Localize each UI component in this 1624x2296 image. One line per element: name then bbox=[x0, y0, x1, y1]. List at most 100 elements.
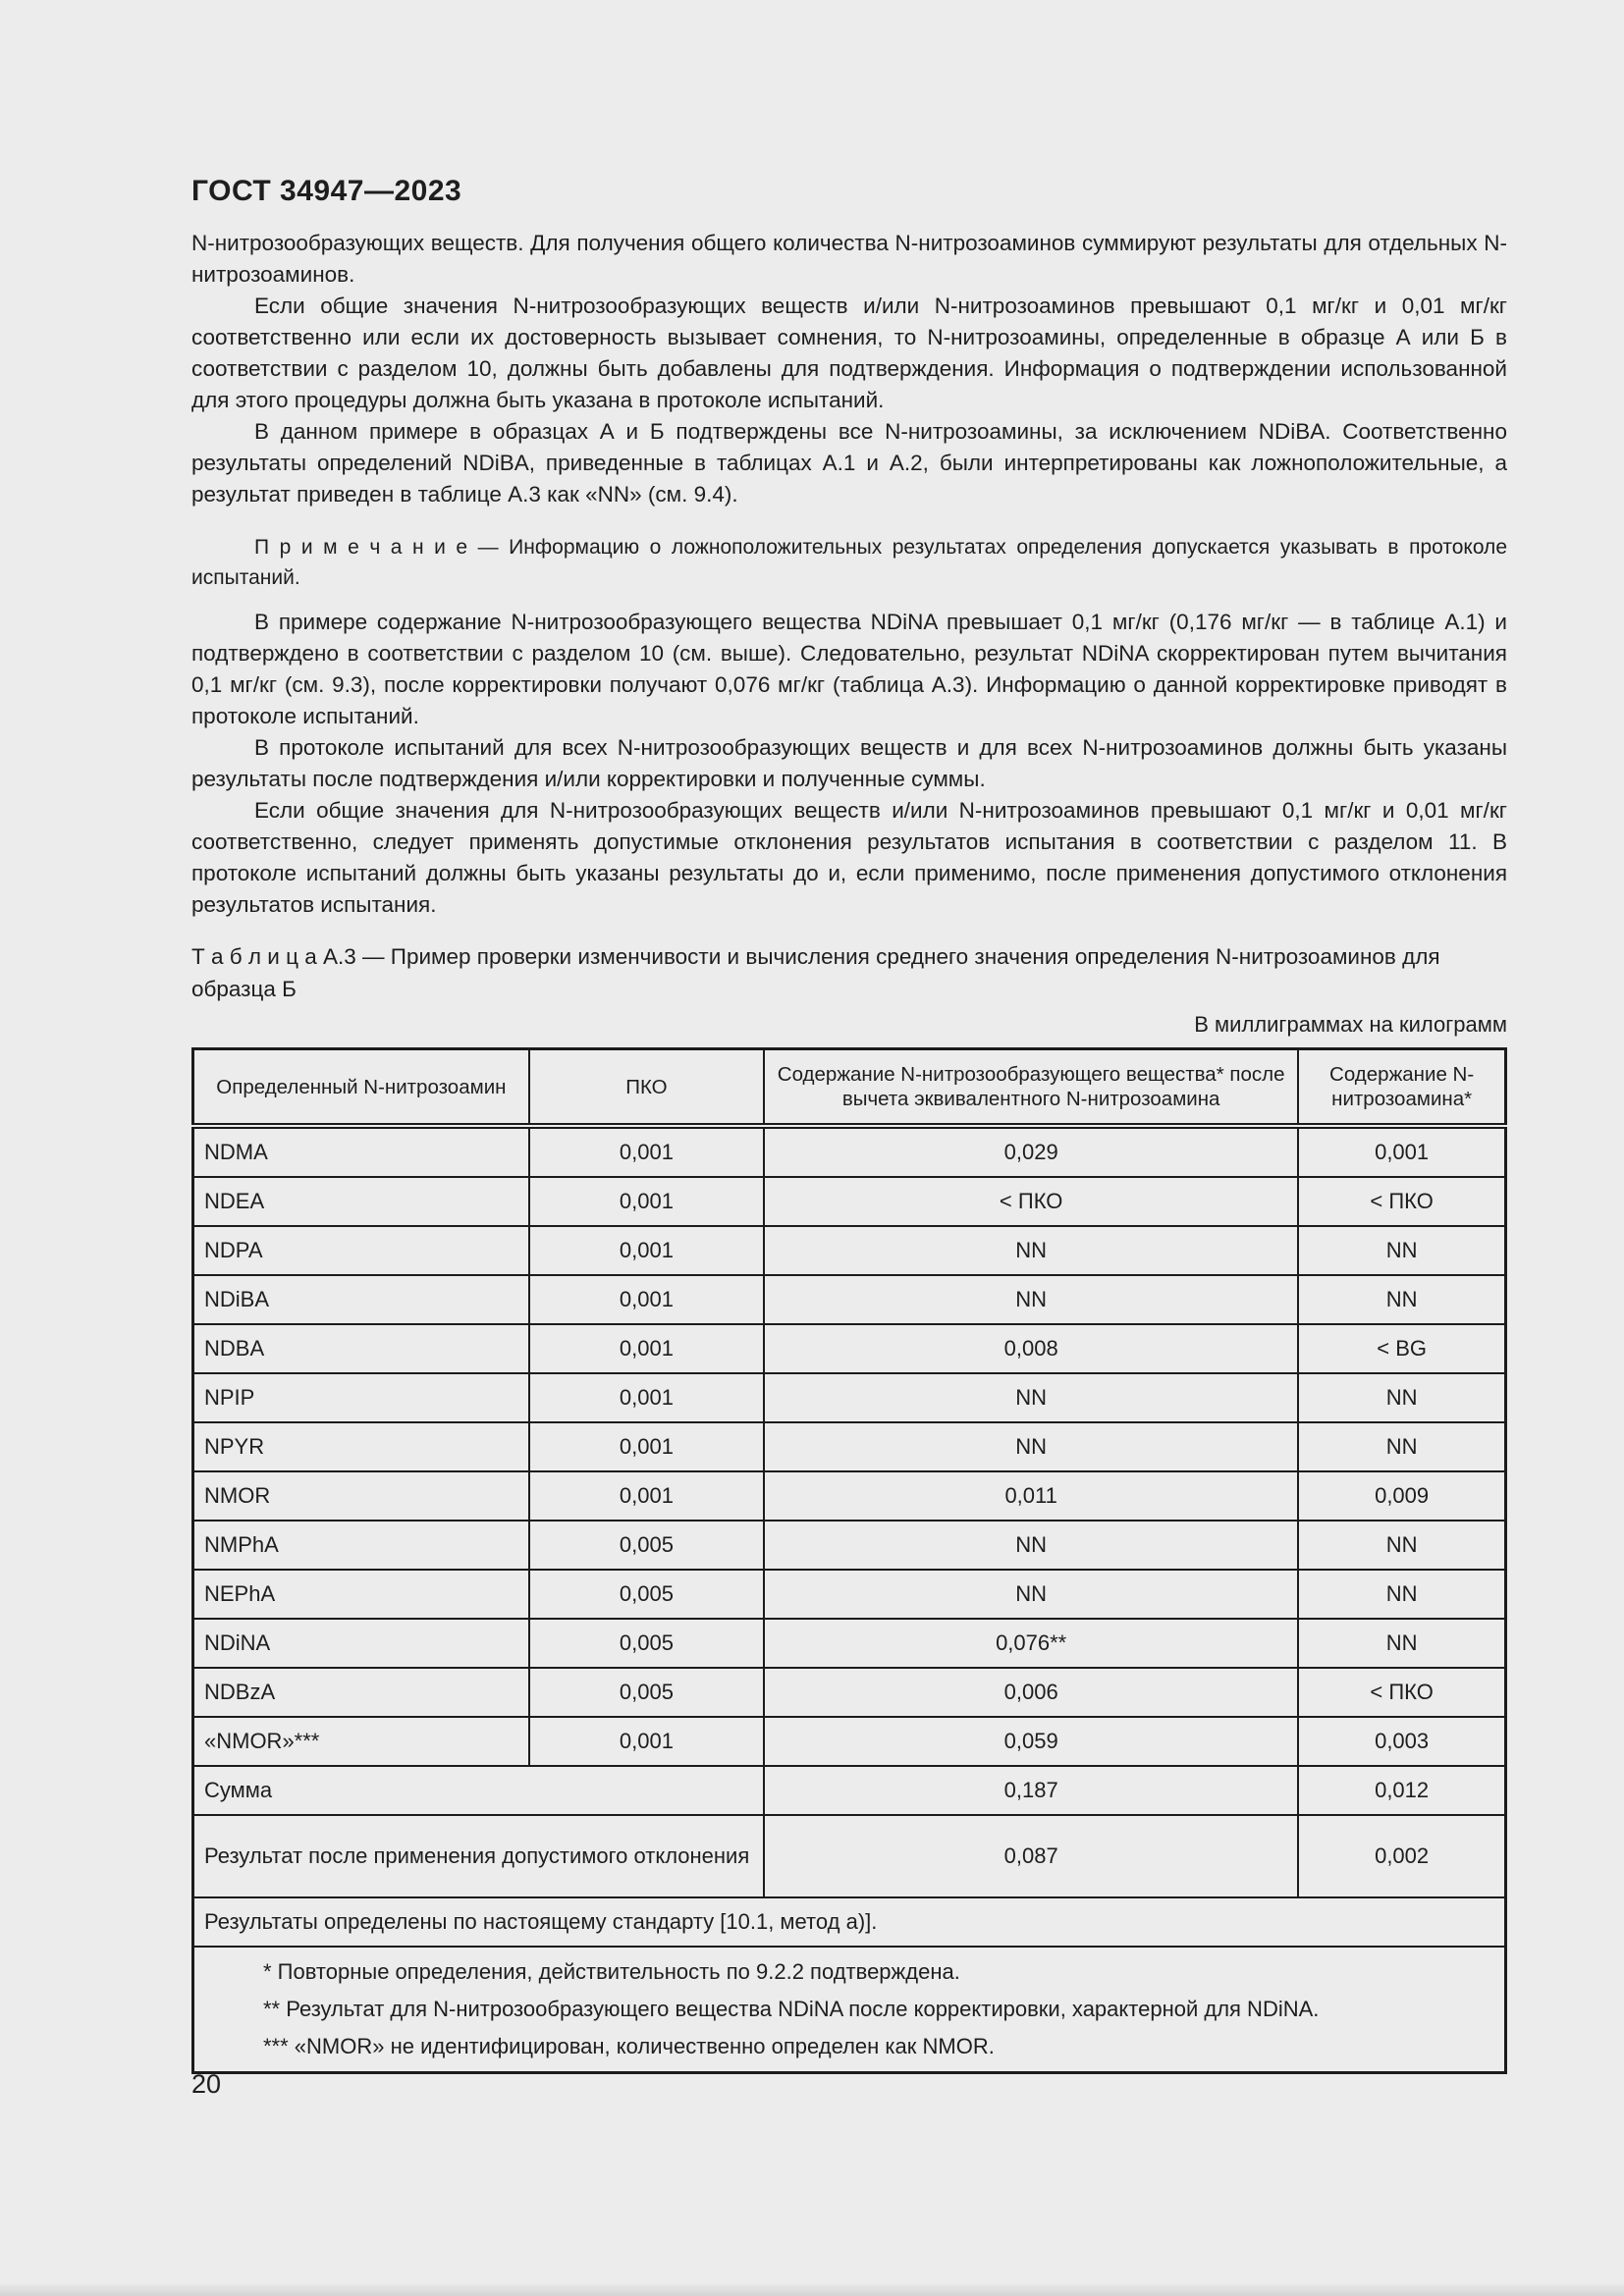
na-content-value: 0,001 bbox=[1297, 1125, 1507, 1178]
na-content-value: NN bbox=[1297, 1569, 1507, 1620]
footnotes-row: * Повторные определения, действительност… bbox=[191, 1946, 1507, 2074]
pko-value: 0,001 bbox=[527, 1225, 766, 1276]
nf-content-value: NN bbox=[763, 1372, 1300, 1423]
sum-row: Сумма 0,187 0,012 bbox=[191, 1765, 1507, 1816]
analyte-name: NDBA bbox=[191, 1323, 530, 1374]
paragraph: В примере содержание N-нитрозообразующег… bbox=[191, 610, 1507, 728]
nf-content-value: 0,059 bbox=[763, 1716, 1300, 1767]
table-row: NDEA 0,001 < ПКО < ПКО bbox=[191, 1176, 1507, 1227]
note-paragraph: П р и м е ч а н и е — Информацию о ложно… bbox=[191, 536, 1507, 589]
tolerance-result-row: Результат после применения допустимого о… bbox=[191, 1814, 1507, 1898]
sum-nf-value: 0,187 bbox=[763, 1765, 1300, 1816]
tolerance-result-na-value: 0,002 bbox=[1297, 1814, 1507, 1898]
pko-value: 0,001 bbox=[527, 1323, 766, 1374]
analyte-name: NDBzA bbox=[191, 1667, 530, 1718]
table-header-row: Определенный N-нитрозоамин ПКО Содержани… bbox=[191, 1047, 1507, 1129]
column-header-na-content: Содержание N-нитрозоамина* bbox=[1297, 1047, 1507, 1129]
nf-content-value: NN bbox=[763, 1421, 1300, 1472]
table-row: NPYR 0,001 NN NN bbox=[191, 1421, 1507, 1472]
table-row: NPIP 0,001 NN NN bbox=[191, 1372, 1507, 1423]
table-row: NMPhA 0,005 NN NN bbox=[191, 1520, 1507, 1571]
nf-content-value: NN bbox=[763, 1569, 1300, 1620]
column-header-pko: ПКО bbox=[527, 1047, 766, 1129]
na-content-value: < BG bbox=[1297, 1323, 1507, 1374]
column-header-analyte: Определенный N-нитрозоамин bbox=[191, 1047, 530, 1129]
pko-value: 0,005 bbox=[527, 1569, 766, 1620]
analyte-name: NDiNA bbox=[191, 1618, 530, 1669]
pko-value: 0,005 bbox=[527, 1618, 766, 1669]
table-units-note: В миллиграммах на килограмм bbox=[1194, 1012, 1507, 1037]
table-footnotes: * Повторные определения, действительност… bbox=[191, 1946, 1507, 2074]
table-row: NDBzA 0,005 0,006 < ПКО bbox=[191, 1667, 1507, 1718]
na-content-value: NN bbox=[1297, 1618, 1507, 1669]
analyte-name: NDMA bbox=[191, 1125, 530, 1178]
footnote: *** «NMOR» не идентифицирован, количеств… bbox=[263, 2034, 995, 2058]
nf-content-value: < ПКО bbox=[763, 1176, 1300, 1227]
na-content-value: NN bbox=[1297, 1520, 1507, 1571]
paragraph: В протоколе испытаний для всех N-нитрозо… bbox=[191, 735, 1507, 791]
analyte-name: NDiBA bbox=[191, 1274, 530, 1325]
pko-value: 0,001 bbox=[527, 1716, 766, 1767]
analyte-name: NMOR bbox=[191, 1470, 530, 1522]
na-content-value: NN bbox=[1297, 1372, 1507, 1423]
analyte-name: NDEA bbox=[191, 1176, 530, 1227]
nf-content-value: 0,029 bbox=[763, 1125, 1300, 1178]
na-content-value: NN bbox=[1297, 1274, 1507, 1325]
nf-content-value: 0,011 bbox=[763, 1470, 1300, 1522]
table-row: NDiBA 0,001 NN NN bbox=[191, 1274, 1507, 1325]
table-row: NEPhA 0,005 NN NN bbox=[191, 1569, 1507, 1620]
pko-value: 0,001 bbox=[527, 1125, 766, 1178]
na-content-value: NN bbox=[1297, 1225, 1507, 1276]
paragraph: N-нитрозообразующих веществ. Для получен… bbox=[191, 231, 1507, 287]
pko-value: 0,001 bbox=[527, 1421, 766, 1472]
method-note-row: Результаты определены по настоящему стан… bbox=[191, 1896, 1507, 1948]
pko-value: 0,005 bbox=[527, 1667, 766, 1718]
pko-value: 0,005 bbox=[527, 1520, 766, 1571]
analyte-name: NDPA bbox=[191, 1225, 530, 1276]
pko-value: 0,001 bbox=[527, 1274, 766, 1325]
na-content-value: 0,003 bbox=[1297, 1716, 1507, 1767]
na-content-value: < ПКО bbox=[1297, 1176, 1507, 1227]
table-row: NDPA 0,001 NN NN bbox=[191, 1225, 1507, 1276]
tolerance-result-nf-value: 0,087 bbox=[763, 1814, 1300, 1898]
pko-value: 0,001 bbox=[527, 1176, 766, 1227]
nf-content-value: NN bbox=[763, 1225, 1300, 1276]
page-content: ГОСТ 34947—2023 N-нитрозообразующих веще… bbox=[191, 175, 1507, 2074]
na-content-value: 0,009 bbox=[1297, 1470, 1507, 1522]
nf-content-value: 0,076** bbox=[763, 1618, 1300, 1669]
footnote: * Повторные определения, действительност… bbox=[263, 1959, 960, 1984]
na-content-value: < ПКО bbox=[1297, 1667, 1507, 1718]
nf-content-value: NN bbox=[763, 1520, 1300, 1571]
tolerance-result-label: Результат после применения допустимого о… bbox=[191, 1814, 766, 1898]
paragraph: Если общие значения для N-нитрозообразую… bbox=[191, 798, 1507, 917]
pko-value: 0,001 bbox=[527, 1470, 766, 1522]
page-number: 20 bbox=[191, 2069, 222, 2099]
column-header-nf-content: Содержание N-нитрозообразующего вещества… bbox=[763, 1047, 1300, 1129]
paragraph: В данном примере в образцах А и Б подтве… bbox=[191, 419, 1507, 507]
sum-na-value: 0,012 bbox=[1297, 1765, 1507, 1816]
nitrosamine-results-table: Определенный N-нитрозоамин ПКО Содержани… bbox=[191, 1047, 1507, 2074]
analyte-name: NEPhA bbox=[191, 1569, 530, 1620]
table-row: NDMA 0,001 0,029 0,001 bbox=[191, 1125, 1507, 1178]
na-content-value: NN bbox=[1297, 1421, 1507, 1472]
analyte-name: NPIP bbox=[191, 1372, 530, 1423]
table-row: «NMOR»*** 0,001 0,059 0,003 bbox=[191, 1716, 1507, 1767]
analyte-name: NMPhA bbox=[191, 1520, 530, 1571]
nf-content-value: NN bbox=[763, 1274, 1300, 1325]
analyte-name: «NMOR»*** bbox=[191, 1716, 530, 1767]
method-note: Результаты определены по настоящему стан… bbox=[191, 1896, 1507, 1948]
pko-value: 0,001 bbox=[527, 1372, 766, 1423]
footnote: ** Результат для N-нитрозообразующего ве… bbox=[263, 1997, 1320, 2021]
analyte-name: NPYR bbox=[191, 1421, 530, 1472]
paragraph: Если общие значения N-нитрозообразующих … bbox=[191, 294, 1507, 412]
nf-content-value: 0,008 bbox=[763, 1323, 1300, 1374]
document-code: ГОСТ 34947—2023 bbox=[191, 175, 462, 207]
page-edge-shadow bbox=[0, 2282, 1624, 2296]
table-row: NDiNA 0,005 0,076** NN bbox=[191, 1618, 1507, 1669]
table-row: NDBA 0,001 0,008 < BG bbox=[191, 1323, 1507, 1374]
nf-content-value: 0,006 bbox=[763, 1667, 1300, 1718]
sum-label: Сумма bbox=[191, 1765, 766, 1816]
table-caption: Т а б л и ц а А.3 — Пример проверки изме… bbox=[191, 944, 1440, 1001]
table-row: NMOR 0,001 0,011 0,009 bbox=[191, 1470, 1507, 1522]
